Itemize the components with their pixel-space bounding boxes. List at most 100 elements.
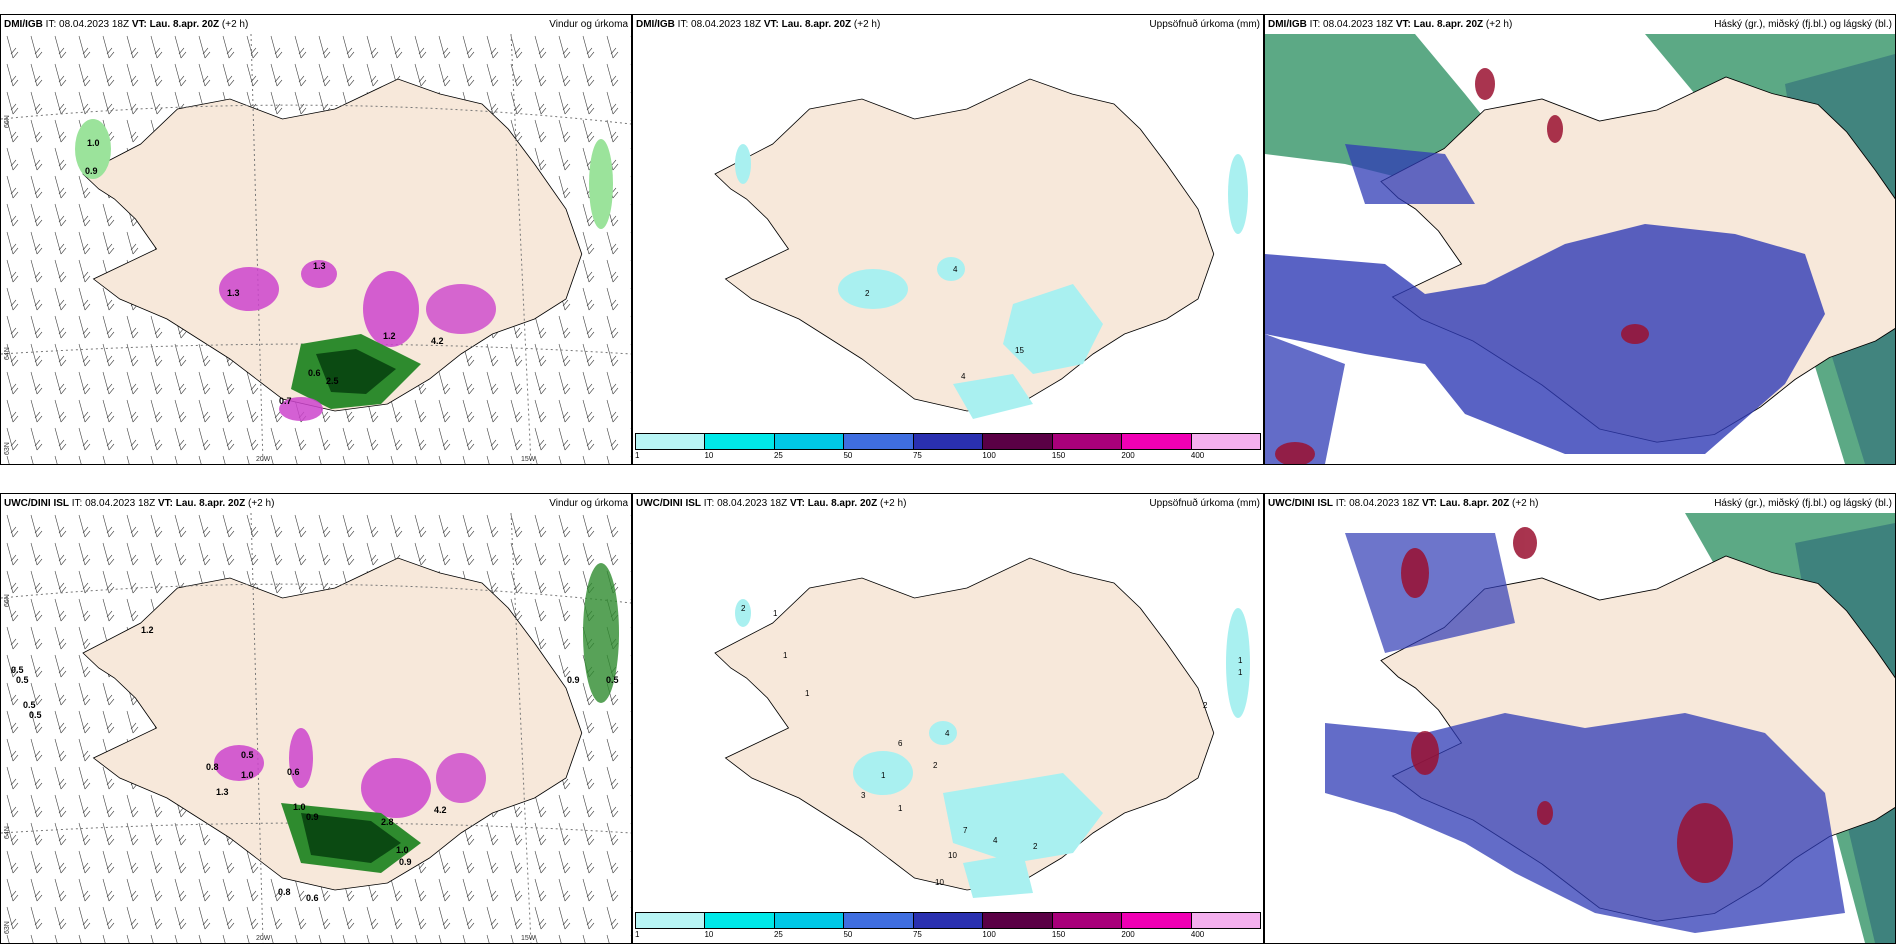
lead-time: (+2 h) [880, 498, 907, 509]
svg-text:20W: 20W [256, 935, 271, 942]
colorbar-bin [844, 434, 914, 449]
colorbar-bin [983, 913, 1053, 928]
svg-text:1.0: 1.0 [87, 138, 100, 148]
panel-dmi-accum-precip: DMI/IGB IT: 08.04.2023 18Z VT: Lau. 8.ap… [632, 14, 1264, 465]
svg-text:0.8: 0.8 [206, 762, 219, 772]
low-cloud-cells [1401, 527, 1733, 883]
svg-text:15W: 15W [521, 935, 536, 942]
svg-text:1.0: 1.0 [241, 770, 254, 780]
colorbar-bin [636, 913, 706, 928]
valid-time: Lau. 8.apr. 20Z [149, 19, 220, 30]
svg-text:0.6: 0.6 [287, 767, 300, 777]
svg-text:2: 2 [1033, 842, 1038, 851]
model-name: DMI/IGB [636, 19, 675, 30]
panel-title: Uppsöfnuð úrkoma (mm) [1149, 19, 1260, 30]
precip-colorbar [635, 433, 1261, 450]
panel-title-bar: DMI/IGB IT: 08.04.2023 18Z VT: Lau. 8.ap… [1, 15, 631, 34]
accum-precip-map: 2 1 1 1 6 4 3 2 1 1 7 4 2 10 10 1 1 2 [714, 557, 1250, 898]
high-cloud-sw [1265, 334, 1345, 464]
colorbar-bin [1122, 913, 1192, 928]
high-cloud-nw [1345, 144, 1475, 204]
low-cloud-cells [1275, 68, 1649, 464]
axis-labels: 66N 64N 63N 20W 15W [4, 115, 536, 463]
svg-text:1: 1 [805, 689, 810, 698]
axis-labels: 66N 64N 63N 20W 15W [4, 594, 536, 942]
init-time: 08.04.2023 18Z [85, 498, 156, 509]
accum-labels: 2 1 1 1 6 4 3 2 1 1 7 4 2 10 10 1 1 2 [741, 604, 1243, 887]
panel-dmi-clouds: DMI/IGB IT: 08.04.2023 18Z VT: Lau. 8.ap… [1264, 14, 1896, 465]
model-name: UWC/DINI ISL [636, 498, 701, 509]
valid-time: Lau. 8.apr. 20Z [781, 19, 852, 30]
svg-text:3: 3 [861, 791, 866, 800]
svg-text:1.2: 1.2 [141, 625, 154, 635]
svg-text:15: 15 [1015, 346, 1024, 355]
accum-labels: 4 2 4 15 2 [865, 265, 1024, 381]
model-name: DMI/IGB [4, 19, 43, 30]
valid-time: Lau. 8.apr. 20Z [1413, 19, 1484, 30]
svg-text:1.2: 1.2 [383, 331, 396, 341]
svg-text:2.8: 2.8 [381, 817, 394, 827]
panel-title: Háský (gr.), miðský (fj.bl.) og lágský (… [1714, 19, 1892, 30]
wind-precip-map: 1.2 0.5 0.5 0.5 0.5 0.9 0.5 0.8 1.3 1.0 … [1, 513, 631, 943]
colorbar-ticks: 1 10 25 50 75 100 150 200 400 [635, 451, 1205, 460]
svg-text:64N: 64N [4, 347, 11, 360]
svg-text:0.8: 0.8 [278, 887, 291, 897]
svg-text:1: 1 [898, 804, 903, 813]
svg-text:66N: 66N [4, 594, 11, 607]
panel-uwc-accum-precip: UWC/DINI ISL IT: 08.04.2023 18Z VT: Lau.… [632, 493, 1264, 944]
wind-precip-map: 1.0 0.9 1.3 1.3 0.6 2.5 0.7 4.2 1.2 66N … [1, 34, 631, 464]
panel-dmi-wind-precip: DMI/IGB IT: 08.04.2023 18Z VT: Lau. 8.ap… [0, 14, 632, 465]
land-mass [714, 78, 1215, 412]
svg-text:0.5: 0.5 [23, 700, 36, 710]
svg-text:15W: 15W [521, 456, 536, 463]
colorbar-bin [983, 434, 1053, 449]
panel-title: Vindur og úrkoma [549, 19, 628, 30]
svg-text:0.9: 0.9 [85, 166, 98, 176]
panel-uwc-clouds: UWC/DINI ISL IT: 08.04.2023 18Z VT: Lau.… [1264, 493, 1896, 944]
svg-text:1: 1 [783, 651, 788, 660]
lead-time: (+2 h) [1512, 498, 1539, 509]
mid-cloud-nw [1265, 34, 1505, 184]
svg-text:1: 1 [773, 609, 778, 618]
panel-title-bar: UWC/DINI ISL IT: 08.04.2023 18Z VT: Lau.… [1, 494, 631, 513]
svg-text:1: 1 [1238, 668, 1243, 677]
panel-title: Uppsöfnuð úrkoma (mm) [1149, 498, 1260, 509]
accum-precip-map: 4 2 4 15 2 [714, 78, 1248, 419]
svg-text:0.5: 0.5 [11, 665, 24, 675]
panel-title-bar: UWC/DINI ISL IT: 08.04.2023 18Z VT: Lau.… [633, 494, 1263, 513]
valid-time: Lau. 8.apr. 20Z [175, 498, 246, 509]
precip-cells [75, 119, 613, 421]
colorbar-bin [774, 434, 845, 449]
lead-time: (+2 h) [853, 19, 881, 30]
colorbar-bin [844, 913, 914, 928]
svg-text:2: 2 [865, 289, 870, 298]
svg-text:0.6: 0.6 [306, 893, 319, 903]
svg-text:1: 1 [1238, 656, 1243, 665]
precip-labels: 1.0 0.9 1.3 1.3 0.6 2.5 0.7 4.2 1.2 [85, 138, 444, 406]
colorbar-bin [913, 434, 984, 449]
svg-text:6: 6 [898, 739, 903, 748]
svg-text:0.5: 0.5 [606, 675, 619, 685]
init-time: 08.04.2023 18Z [717, 498, 788, 509]
colorbar-bin [1122, 434, 1192, 449]
init-time: 08.04.2023 18Z [1349, 498, 1420, 509]
model-name: UWC/DINI ISL [4, 498, 69, 509]
init-time: 08.04.2023 18Z [691, 19, 762, 30]
lead-time: (+2 h) [1485, 19, 1513, 30]
svg-text:1.3: 1.3 [313, 261, 326, 271]
svg-text:0.9: 0.9 [306, 812, 319, 822]
svg-text:0.5: 0.5 [241, 750, 254, 760]
accum-areas [735, 144, 1248, 419]
high-cloud-nw [1345, 533, 1515, 653]
accum-areas [735, 599, 1250, 898]
svg-text:0.9: 0.9 [567, 675, 580, 685]
model-name: DMI/IGB [1268, 19, 1307, 30]
svg-text:4.2: 4.2 [431, 336, 444, 346]
panel-title-bar: UWC/DINI ISL IT: 08.04.2023 18Z VT: Lau.… [1265, 494, 1895, 513]
svg-text:66N: 66N [4, 115, 11, 128]
colorbar-bin [913, 913, 984, 928]
svg-text:4.2: 4.2 [434, 805, 447, 815]
colorbar-bin [774, 913, 845, 928]
svg-text:1: 1 [881, 771, 886, 780]
svg-text:63N: 63N [4, 442, 11, 455]
